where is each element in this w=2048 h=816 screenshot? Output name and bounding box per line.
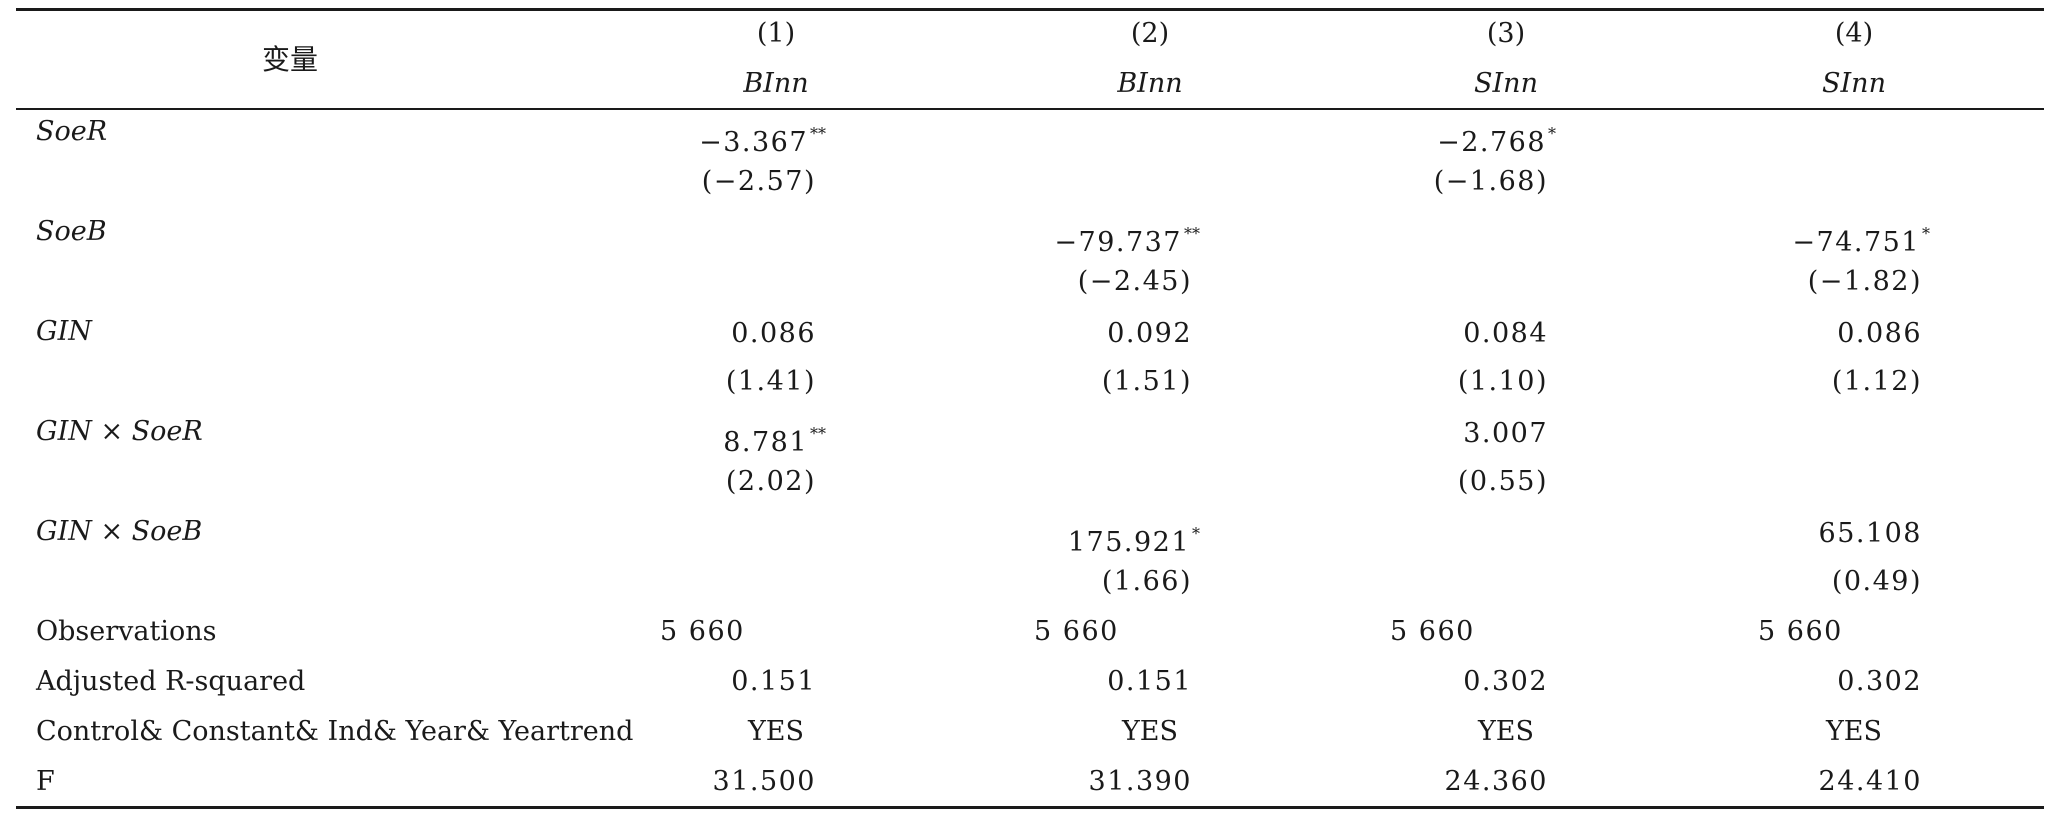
row-label-soeb: SoeB [36,216,107,247]
table-header-rule [16,108,2044,110]
row-label-observations: Observations [36,616,217,647]
gin-soeb-c2-coef: 175.921 * [1067,524,1200,558]
soeb-c4-coef: −74.751 * [1792,224,1930,258]
soer-c1-coef: −3.367 ** [699,124,826,158]
gin-c1-t: (1.41) [725,366,816,397]
controls-c3: YES [1477,716,1535,747]
gin-soer-c3-coef: 3.007 [1463,418,1548,449]
soer-c1-t: (−2.57) [701,166,816,197]
observations-c2: 5 660 [1034,616,1119,647]
gin-soer-c1-coef: 8.781 ** [723,424,826,458]
gin-c1-coef: 0.086 [731,318,816,349]
row-label-controls: Control& Constant& Ind& Year& Yeartrend [36,716,634,747]
table-top-rule [16,8,2044,11]
row-label-soer: SoeR [36,116,108,147]
soer-c3-t: (−1.68) [1433,166,1548,197]
column-2-number: (2) [1130,18,1170,49]
f-c4: 24.410 [1818,766,1922,797]
row-label-gin-x-soeb: GIN × SoeB [36,516,203,547]
f-c1: 31.500 [712,766,816,797]
soeb-c2-coef: −79.737 ** [1054,224,1200,258]
adj-r2-c3: 0.302 [1463,666,1548,697]
table-bottom-rule [16,806,2044,809]
gin-c3-coef: 0.084 [1463,318,1548,349]
soer-c3-coef: −2.768 * [1437,124,1556,158]
soeb-c4-t: (−1.82) [1807,266,1922,297]
column-3-number: (3) [1486,18,1526,49]
controls-c4: YES [1825,716,1883,747]
column-4-number: (4) [1834,18,1874,49]
column-4-name: SInn [1822,68,1886,99]
gin-c4-coef: 0.086 [1837,318,1922,349]
f-c2: 31.390 [1088,766,1192,797]
gin-c2-coef: 0.092 [1107,318,1192,349]
column-1-number: (1) [756,18,796,49]
column-2-name: BInn [1117,68,1183,99]
controls-c1: YES [747,716,805,747]
column-1-name: BInn [743,68,809,99]
gin-c3-t: (1.10) [1457,366,1548,397]
adj-r2-c1: 0.151 [731,666,816,697]
adj-r2-c2: 0.151 [1107,666,1192,697]
adj-r2-c4: 0.302 [1837,666,1922,697]
gin-soer-c1-t: (2.02) [725,466,816,497]
observations-c1: 5 660 [660,616,745,647]
variable-header: 变量 [262,43,319,76]
observations-c4: 5 660 [1758,616,1843,647]
controls-c2: YES [1121,716,1179,747]
row-label-gin-x-soer: GIN × SoeR [36,416,203,447]
gin-c2-t: (1.51) [1101,366,1192,397]
gin-soeb-c2-t: (1.66) [1101,566,1192,597]
gin-soeb-c4-coef: 65.108 [1818,518,1922,549]
soeb-c2-t: (−2.45) [1077,266,1192,297]
observations-c3: 5 660 [1390,616,1475,647]
row-label-gin: GIN [36,316,92,347]
column-3-name: SInn [1474,68,1538,99]
gin-soeb-c4-t: (0.49) [1831,566,1922,597]
row-label-f: F [36,766,55,797]
f-c3: 24.360 [1444,766,1548,797]
row-label-adj-r2: Adjusted R-squared [36,666,306,697]
gin-soer-c3-t: (0.55) [1457,466,1548,497]
gin-c4-t: (1.12) [1831,366,1922,397]
